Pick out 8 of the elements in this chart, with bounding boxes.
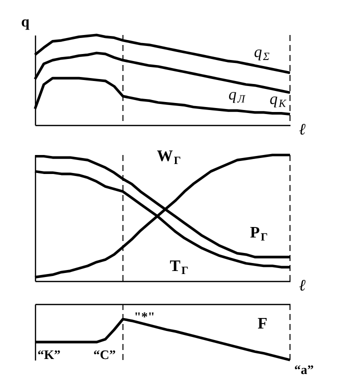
x-axis-title: ℓ (298, 278, 306, 294)
x-axis-title: ℓ (298, 122, 306, 138)
series-label: F (258, 315, 268, 332)
annotation: "*" (134, 309, 155, 324)
y-axis-title: q (21, 14, 30, 30)
annotation: “C” (93, 347, 116, 362)
annotation: “K” (37, 347, 61, 362)
text: “a” (294, 362, 314, 377)
